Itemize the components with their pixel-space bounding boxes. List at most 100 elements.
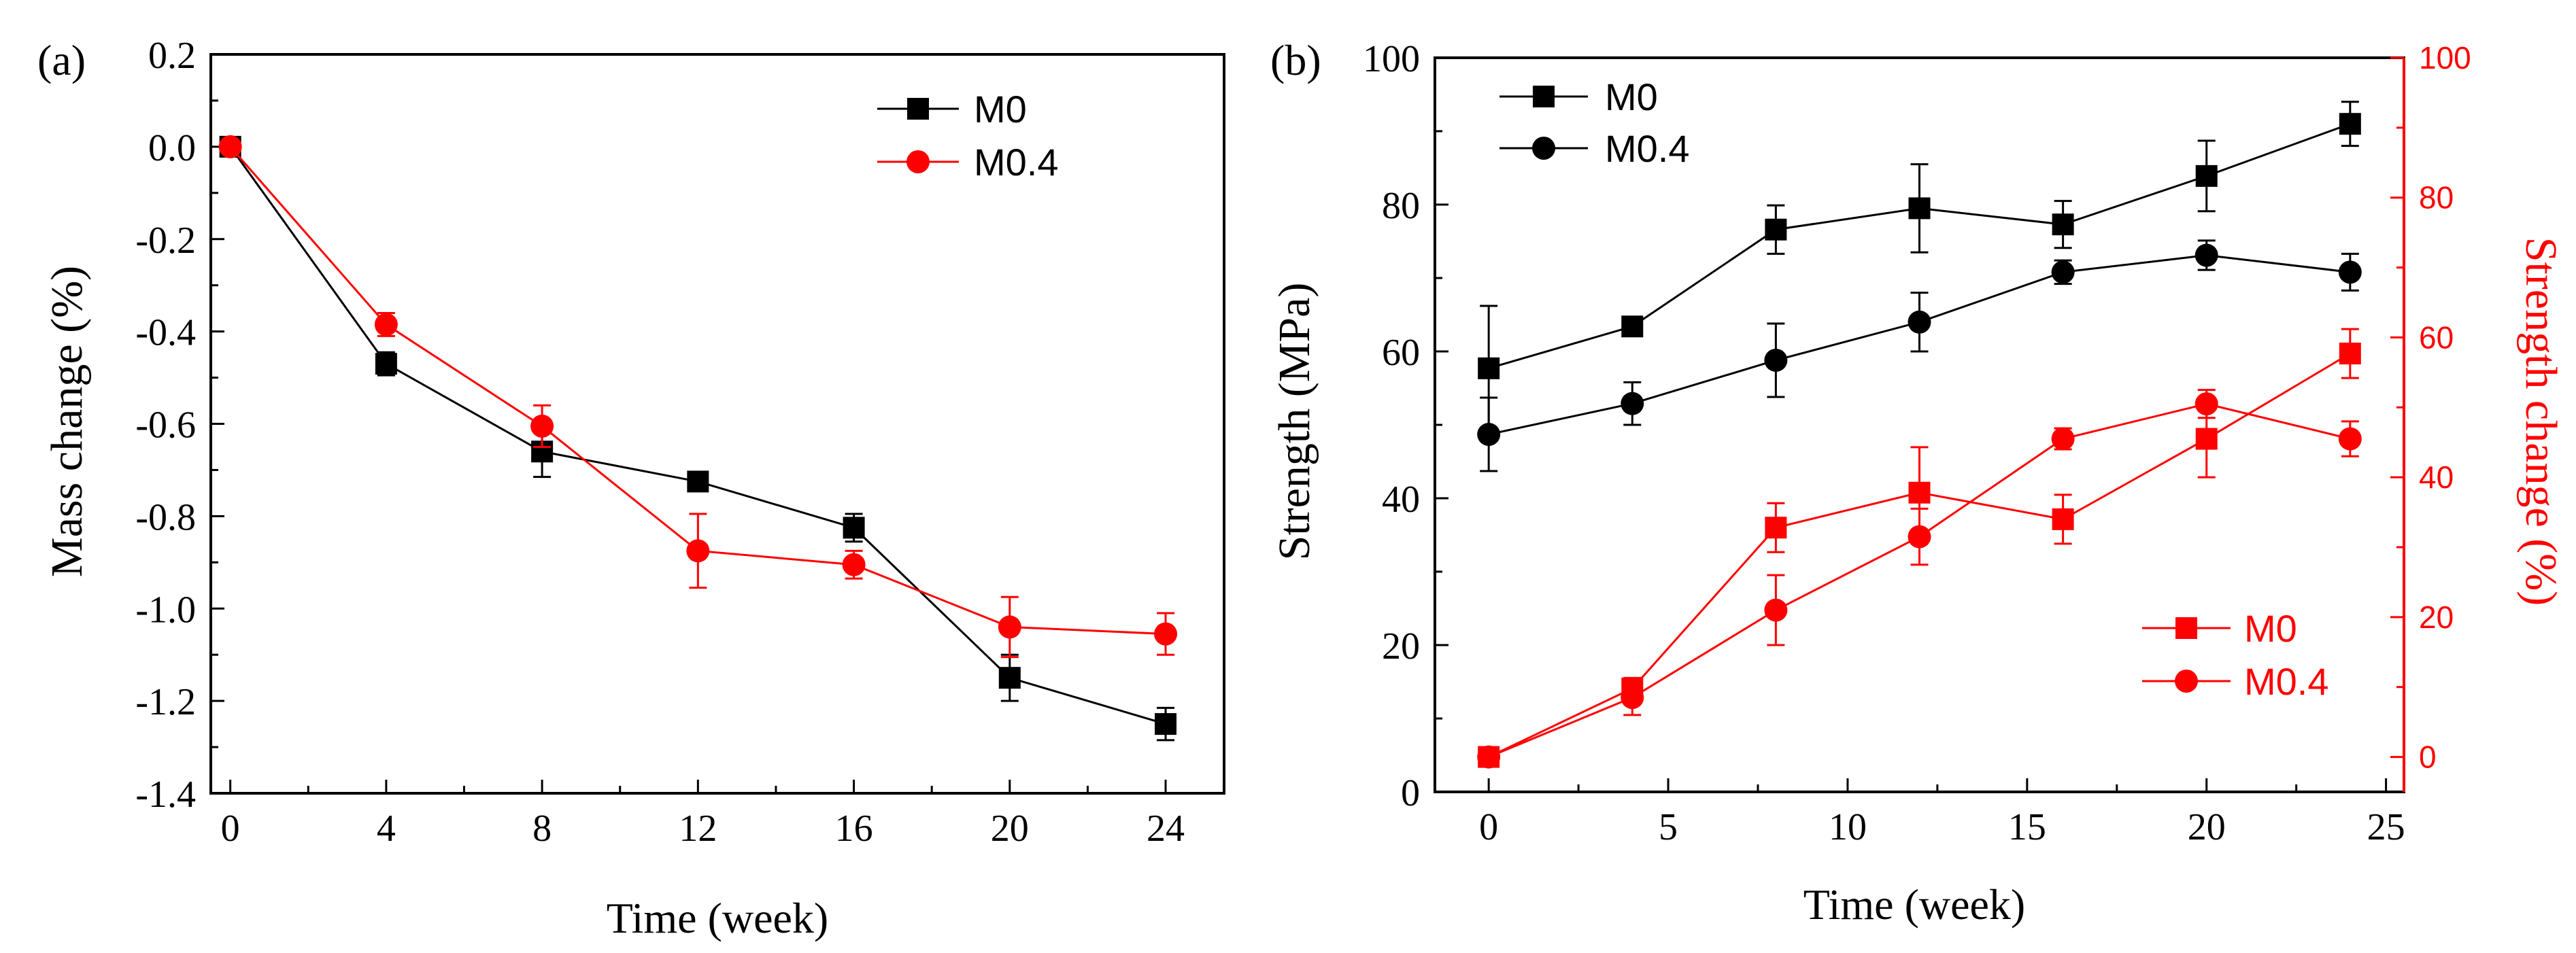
- panel-b-series-0-point: [2052, 213, 2074, 236]
- legend-b-m04-marker: [1532, 137, 1555, 160]
- panel-a-series-1-point: [686, 539, 710, 563]
- panel-b-x-tick-label: 25: [2367, 806, 2405, 848]
- panel-b-series-1-point: [1477, 423, 1501, 447]
- panel-a-series-0-point: [687, 470, 709, 493]
- panel-b-x-axis: 0 5 10 15 20 25: [1479, 778, 2405, 848]
- panel-a-series-0-point: [843, 517, 865, 539]
- panel-a-x-axis: 0 4 8 12 16 20 24: [221, 780, 1185, 850]
- panel-b-right-y-tick-label: 100: [2419, 40, 2471, 75]
- panel-a-series-1-point: [998, 615, 1021, 639]
- panel-a-series-1-point: [842, 553, 866, 576]
- panel-b-series-1-point: [2194, 243, 2218, 267]
- panel-a-label: (a): [37, 36, 86, 84]
- panel-b-right-y-tick-label: 20: [2419, 600, 2454, 635]
- panel-b-y-tick-label: 40: [1382, 479, 1420, 521]
- panel-b-series-3-point: [2051, 427, 2075, 451]
- panel-a-y-tick-label: 0.2: [148, 35, 196, 77]
- panel-a-y-tick-label: -0.4: [135, 312, 196, 354]
- panel-a-y-tick-label: -0.8: [135, 496, 196, 538]
- legend-b-m0-marker: [1533, 86, 1555, 107]
- panel-a-series-0-point: [1155, 713, 1177, 735]
- panel-b-series-2-point: [2195, 428, 2218, 450]
- panel-b-legend-left: M0 M0.4: [1499, 75, 1690, 170]
- panel-b-series-2-point: [1765, 517, 1787, 539]
- panel-a-y-tick-label: 0.0: [148, 127, 196, 169]
- panel-a-series-0-point: [375, 353, 397, 375]
- legend-a-m0-label: M0: [974, 88, 1027, 131]
- panel-b-series-3-point: [1908, 525, 1931, 549]
- panel-b-y-tick-label: 80: [1382, 185, 1420, 227]
- panel-a-x-label: Time (week): [607, 894, 828, 942]
- panel-a-series-1-point: [218, 135, 242, 158]
- panel-b-x-tick-label: 20: [2188, 806, 2226, 848]
- panel-b-x-tick-label: 10: [1829, 806, 1867, 848]
- panel-a-y-tick-label: -0.2: [135, 220, 196, 262]
- panel-a-x-tick-label: 16: [835, 808, 873, 850]
- panel-a-series: [218, 135, 1178, 742]
- panel-a-x-tick-label: 20: [991, 808, 1029, 850]
- panel-b-x-tick-label: 5: [1659, 806, 1678, 848]
- panel-a-y-tick-label: -1.0: [135, 589, 196, 631]
- panel-b-right-y-tick-label: 60: [2419, 319, 2454, 355]
- panel-b-series-2-point: [2052, 508, 2074, 530]
- panel-b-series-0-point: [1908, 197, 1931, 220]
- panel-a-y-axis: 0.2 0.0 -0.2 -0.4 -0.6 -0.8 -1.0 -1.2 -1.4: [135, 35, 224, 816]
- panel-a-y-tick-label: -0.6: [135, 404, 196, 447]
- panel-b-series-3-point: [2338, 427, 2362, 451]
- panel-b-right-y-tick-label: 0: [2419, 740, 2437, 775]
- panel-b-x-label: Time (week): [1803, 880, 2025, 929]
- panel-a: (a) 0.2 0.0 -0.2 -0.4 -0.6 -0.8 -1.0 -1.2 -1.4 0…: [37, 35, 1225, 942]
- panel-b-series-3-point: [2194, 392, 2218, 416]
- panel-a-x-tick-label: 24: [1147, 808, 1185, 850]
- panel-b-series-2-point: [1908, 481, 1931, 504]
- legend-b-red-m04-label: M0.4: [2244, 660, 2329, 703]
- panel-b: (b) 0 20 40 60 80 100 0 20 40 60 80 100 0 5 10 15 20 25…: [1270, 36, 2566, 929]
- panel-a-y-tick-label: -1.2: [135, 681, 196, 723]
- legend-a-m04-marker: [906, 150, 930, 173]
- legend-b-red-m0-label: M0: [2244, 607, 2297, 650]
- panel-b-series-2-point: [2339, 343, 2361, 365]
- panel-b-y-label: Strength (MPa): [1270, 283, 1319, 561]
- panel-b-y-tick-label: 0: [1401, 772, 1420, 814]
- panel-a-x-tick-label: 0: [221, 808, 240, 850]
- panel-b-series-3-point: [1764, 598, 1788, 622]
- panel-b-right-y-tick-label: 40: [2419, 460, 2454, 495]
- panel-b-series-0-point: [1621, 315, 1644, 338]
- panel-b-y-tick-label: 60: [1382, 332, 1420, 374]
- panel-b-series-0-point: [2195, 164, 2218, 187]
- panel-a-y-label: Mass change (%): [42, 266, 92, 577]
- panel-b-series-1-point: [1764, 348, 1788, 372]
- legend-b-red-m0-marker: [2175, 617, 2197, 639]
- legend-a-m0-marker: [907, 98, 929, 120]
- panel-b-series-3-point: [1621, 686, 1644, 710]
- panel-b-y-tick-label: 100: [1363, 38, 1420, 80]
- legend-a-m04-label: M0.4: [974, 141, 1059, 184]
- panel-b-series-1-point: [2338, 260, 2362, 284]
- panel-b-left-y-axis: 0 20 40 60 80 100: [1363, 38, 1448, 814]
- panel-b-series-0-point: [1765, 218, 1787, 241]
- panel-b-x-tick-label: 0: [1479, 806, 1498, 848]
- panel-b-y-label-right: Strength change (%): [2516, 237, 2566, 606]
- panel-b-series-1-point: [1621, 392, 1644, 415]
- panel-a-y-tick-label: -1.4: [135, 774, 196, 816]
- panel-b-legend-right: M0 M0.4: [2142, 607, 2329, 703]
- panel-b-series-0-point: [2339, 113, 2361, 135]
- legend-b-m0-label: M0: [1605, 75, 1658, 118]
- panel-a-series-1-point: [530, 414, 554, 438]
- panel-b-series-0-point: [1478, 357, 1500, 379]
- panel-a-x-tick-label: 4: [377, 808, 396, 850]
- panel-b-right-y-tick-label: 80: [2419, 180, 2454, 215]
- panel-a-x-tick-label: 12: [679, 808, 717, 850]
- panel-b-series-1-point: [1908, 310, 1931, 334]
- panel-b-right-y-axis: 0 20 40 60 80 100: [2390, 40, 2471, 792]
- panel-b-y-tick-label: 20: [1382, 625, 1420, 668]
- panel-b-series-1-point: [2051, 260, 2075, 284]
- panel-a-series-1-point: [1154, 622, 1178, 646]
- legend-b-red-m04-marker: [2175, 670, 2198, 693]
- panel-b-label: (b): [1270, 36, 1321, 84]
- panel-a-x-tick-label: 8: [532, 808, 552, 850]
- panel-b-x-tick-label: 15: [2008, 806, 2046, 848]
- panel-b-series-3-point: [1477, 745, 1501, 769]
- legend-b-m04-label: M0.4: [1605, 127, 1690, 170]
